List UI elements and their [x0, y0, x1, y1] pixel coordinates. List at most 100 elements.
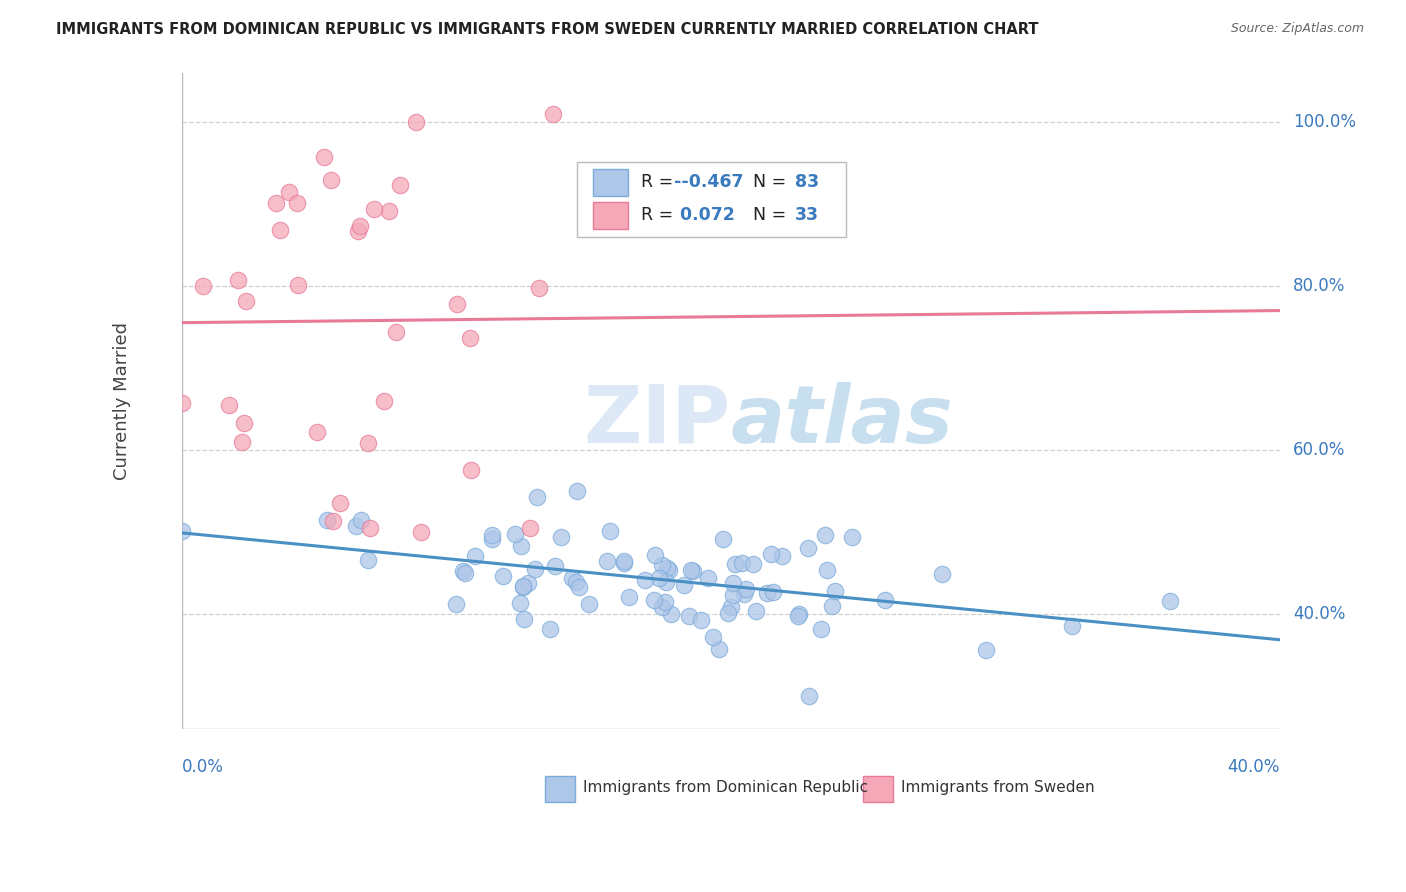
Point — [634, 574, 657, 588]
Point — [550, 530, 572, 544]
Point — [974, 642, 997, 657]
Text: 100.0%: 100.0% — [1294, 113, 1355, 131]
Point — [350, 513, 373, 527]
Point — [821, 599, 844, 613]
FancyBboxPatch shape — [593, 169, 628, 196]
Point — [319, 173, 342, 187]
Point — [873, 593, 896, 607]
Point — [617, 590, 640, 604]
Point — [931, 567, 953, 582]
Point — [388, 178, 411, 192]
Point — [357, 553, 380, 567]
Point — [481, 532, 503, 546]
Point — [756, 586, 779, 600]
Point — [516, 575, 538, 590]
Point — [193, 279, 215, 293]
Point — [814, 527, 837, 541]
Point — [527, 281, 550, 295]
Text: atlas: atlas — [731, 382, 953, 459]
Text: 80.0%: 80.0% — [1294, 277, 1346, 295]
Text: N =: N = — [742, 206, 792, 224]
Point — [264, 196, 287, 211]
Point — [512, 580, 534, 594]
Point — [578, 597, 600, 611]
Point — [458, 331, 481, 345]
Point — [841, 530, 863, 544]
Point — [655, 575, 678, 590]
Point — [464, 549, 486, 563]
FancyBboxPatch shape — [863, 776, 893, 802]
Point — [519, 521, 541, 535]
Point — [172, 396, 194, 410]
Point — [349, 219, 371, 233]
Point — [711, 532, 734, 546]
Point — [231, 435, 253, 450]
Point — [526, 490, 548, 504]
Text: Immigrants from Sweden: Immigrants from Sweden — [901, 780, 1095, 796]
Point — [689, 613, 711, 627]
Point — [235, 293, 257, 308]
Point — [510, 539, 533, 553]
Text: 83: 83 — [794, 173, 818, 192]
Text: Currently Married: Currently Married — [112, 322, 131, 480]
Point — [596, 553, 619, 567]
Point — [347, 224, 370, 238]
Point — [565, 574, 588, 589]
Text: 0.072: 0.072 — [673, 206, 735, 224]
Point — [613, 556, 636, 570]
Point — [761, 585, 783, 599]
Point — [373, 393, 395, 408]
Point — [453, 564, 475, 578]
Point — [745, 605, 768, 619]
Text: 33: 33 — [794, 206, 818, 224]
Point — [329, 496, 352, 510]
Point — [696, 571, 718, 585]
Point — [305, 425, 328, 439]
Text: 40.0%: 40.0% — [1227, 758, 1279, 776]
Point — [503, 527, 526, 541]
Point — [444, 597, 467, 611]
Point — [742, 557, 765, 571]
Point — [673, 578, 696, 592]
Point — [269, 223, 291, 237]
Point — [796, 541, 818, 556]
Point — [717, 606, 740, 620]
Point — [651, 558, 673, 572]
Text: ZIP: ZIP — [583, 382, 731, 459]
Point — [567, 483, 589, 498]
Point — [682, 564, 704, 578]
Point — [312, 150, 335, 164]
Point — [491, 569, 513, 583]
Text: 40.0%: 40.0% — [1294, 605, 1346, 623]
Point — [411, 524, 433, 539]
Point — [481, 528, 503, 542]
Text: 0.0%: 0.0% — [183, 758, 224, 776]
Point — [733, 587, 755, 601]
Text: 60.0%: 60.0% — [1294, 441, 1346, 459]
Point — [218, 398, 240, 412]
Point — [405, 115, 427, 129]
Point — [731, 556, 754, 570]
Point — [568, 580, 591, 594]
Point — [1062, 618, 1084, 632]
Point — [787, 607, 810, 622]
Point — [644, 548, 666, 562]
Point — [344, 518, 367, 533]
Point — [815, 563, 838, 577]
Point — [544, 559, 567, 574]
Point — [810, 622, 832, 636]
Text: IMMIGRANTS FROM DOMINICAN REPUBLIC VS IMMIGRANTS FROM SWEDEN CURRENTLY MARRIED C: IMMIGRANTS FROM DOMINICAN REPUBLIC VS IM… — [56, 22, 1039, 37]
Point — [643, 593, 665, 607]
Point — [357, 436, 380, 450]
Point — [721, 576, 744, 591]
Point — [561, 571, 583, 585]
Point — [363, 202, 385, 216]
Text: R =: R = — [641, 173, 679, 192]
Point — [759, 547, 782, 561]
Point — [285, 195, 308, 210]
Point — [287, 277, 309, 292]
Point — [172, 524, 194, 538]
Point — [512, 579, 534, 593]
Point — [720, 600, 742, 615]
Point — [824, 584, 846, 599]
